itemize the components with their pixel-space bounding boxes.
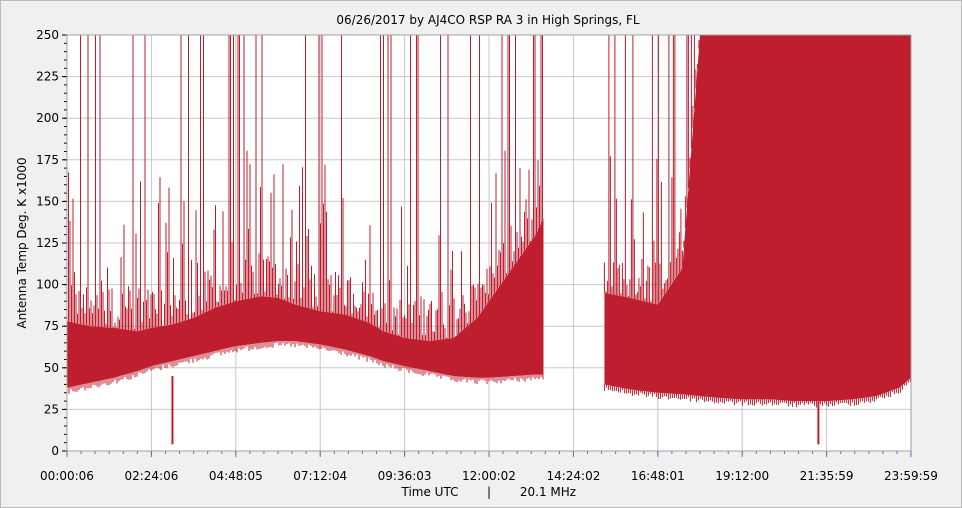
x-tick-label: 16:48:01	[631, 469, 685, 483]
plot-border	[66, 34, 912, 452]
y-axis-label: Antenna Temp Deg. K x1000	[15, 157, 29, 328]
y-tick-label: 50	[44, 361, 59, 375]
series-band	[604, 35, 911, 402]
y-tick-label: 250	[36, 28, 59, 42]
x-axis-separator: |	[487, 485, 491, 499]
x-tick-label: 04:48:05	[209, 469, 263, 483]
x-tick-label: 12:00:02	[462, 469, 516, 483]
x-tick-label: 07:12:04	[293, 469, 347, 483]
series-noise-floor	[603, 378, 911, 408]
y-tick-label: 125	[36, 236, 59, 250]
y-tick-label: 175	[36, 153, 59, 167]
chart-title: 06/26/2017 by AJ4CO RSP RA 3 in High Spr…	[336, 13, 640, 27]
x-tick-label: 09:36:03	[378, 469, 432, 483]
y-tick-label: 150	[36, 194, 59, 208]
x-tick-label: 02:24:06	[124, 469, 178, 483]
x-tick-label: 00:00:06	[40, 469, 94, 483]
y-tick-label: 0	[51, 444, 59, 458]
series-band	[67, 218, 544, 388]
y-tick-label: 75	[44, 319, 59, 333]
x-axis-label: Time UTC	[401, 485, 459, 499]
x-tick-label: 14:24:02	[546, 469, 600, 483]
y-tick-label: 200	[36, 111, 59, 125]
frequency-label: 20.1 MHz	[520, 485, 576, 499]
y-axis-tick-labels: 0 25 50 75 100 125 150 175 200 225 250	[36, 28, 59, 458]
x-axis-tick-labels: 00:00:06 02:24:06 04:48:05 07:12:04 09:36:03…	[40, 469, 938, 483]
axes	[62, 34, 912, 457]
x-tick-label: 19:12:00	[715, 469, 769, 483]
y-tick-label: 100	[36, 278, 59, 292]
x-tick-label: 23:59:59	[884, 469, 938, 483]
x-tick-label: 21:35:59	[800, 469, 854, 483]
y-tick-label: 225	[36, 70, 59, 84]
y-tick-label: 25	[44, 402, 59, 416]
series-spikes	[603, 35, 700, 305]
